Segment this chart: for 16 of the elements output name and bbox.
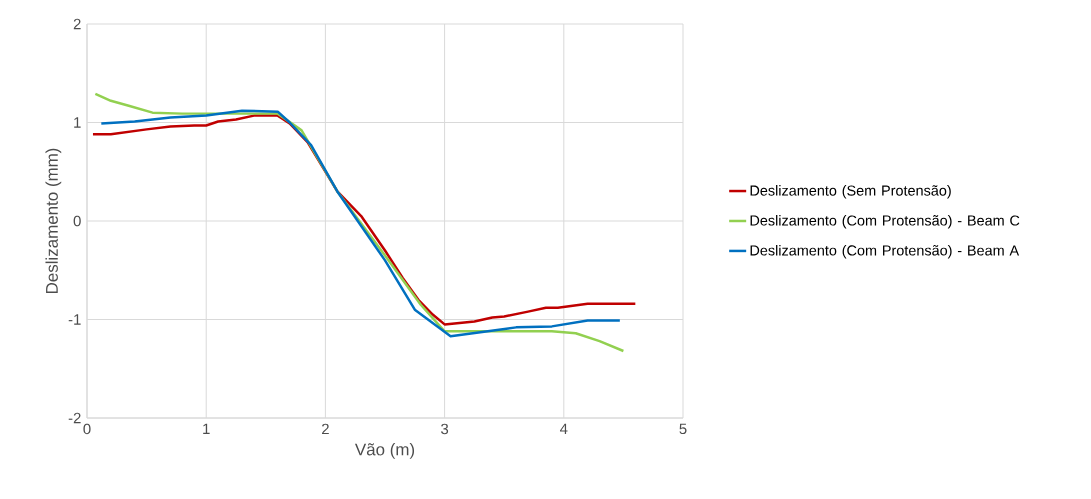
- x-tick-label: 2: [322, 423, 329, 435]
- x-tick-label: 5: [679, 423, 687, 435]
- legend-label: Deslizamento (Com Protensão) - Beam C: [750, 215, 1020, 229]
- x-axis-title: Vão (m): [354, 443, 415, 459]
- y-tick-label: 1: [74, 117, 81, 128]
- x-tick-label: 0: [83, 423, 91, 435]
- x-tick-label: 4: [559, 423, 568, 434]
- legend-label: Deslizamento (Sem Protensão): [750, 185, 951, 199]
- y-axis-title: Deslizamento (mm): [45, 148, 62, 293]
- y-tick-label: -2: [68, 412, 81, 424]
- y-tick-label: -1: [68, 314, 81, 325]
- y-tick-label: 2: [73, 18, 81, 30]
- y-tick-label: 0: [73, 215, 81, 227]
- legend-label: Deslizamento (Com Protensão) - Beam A: [750, 244, 1020, 259]
- x-tick-label: 1: [203, 423, 210, 434]
- x-tick-label: 3: [441, 423, 449, 435]
